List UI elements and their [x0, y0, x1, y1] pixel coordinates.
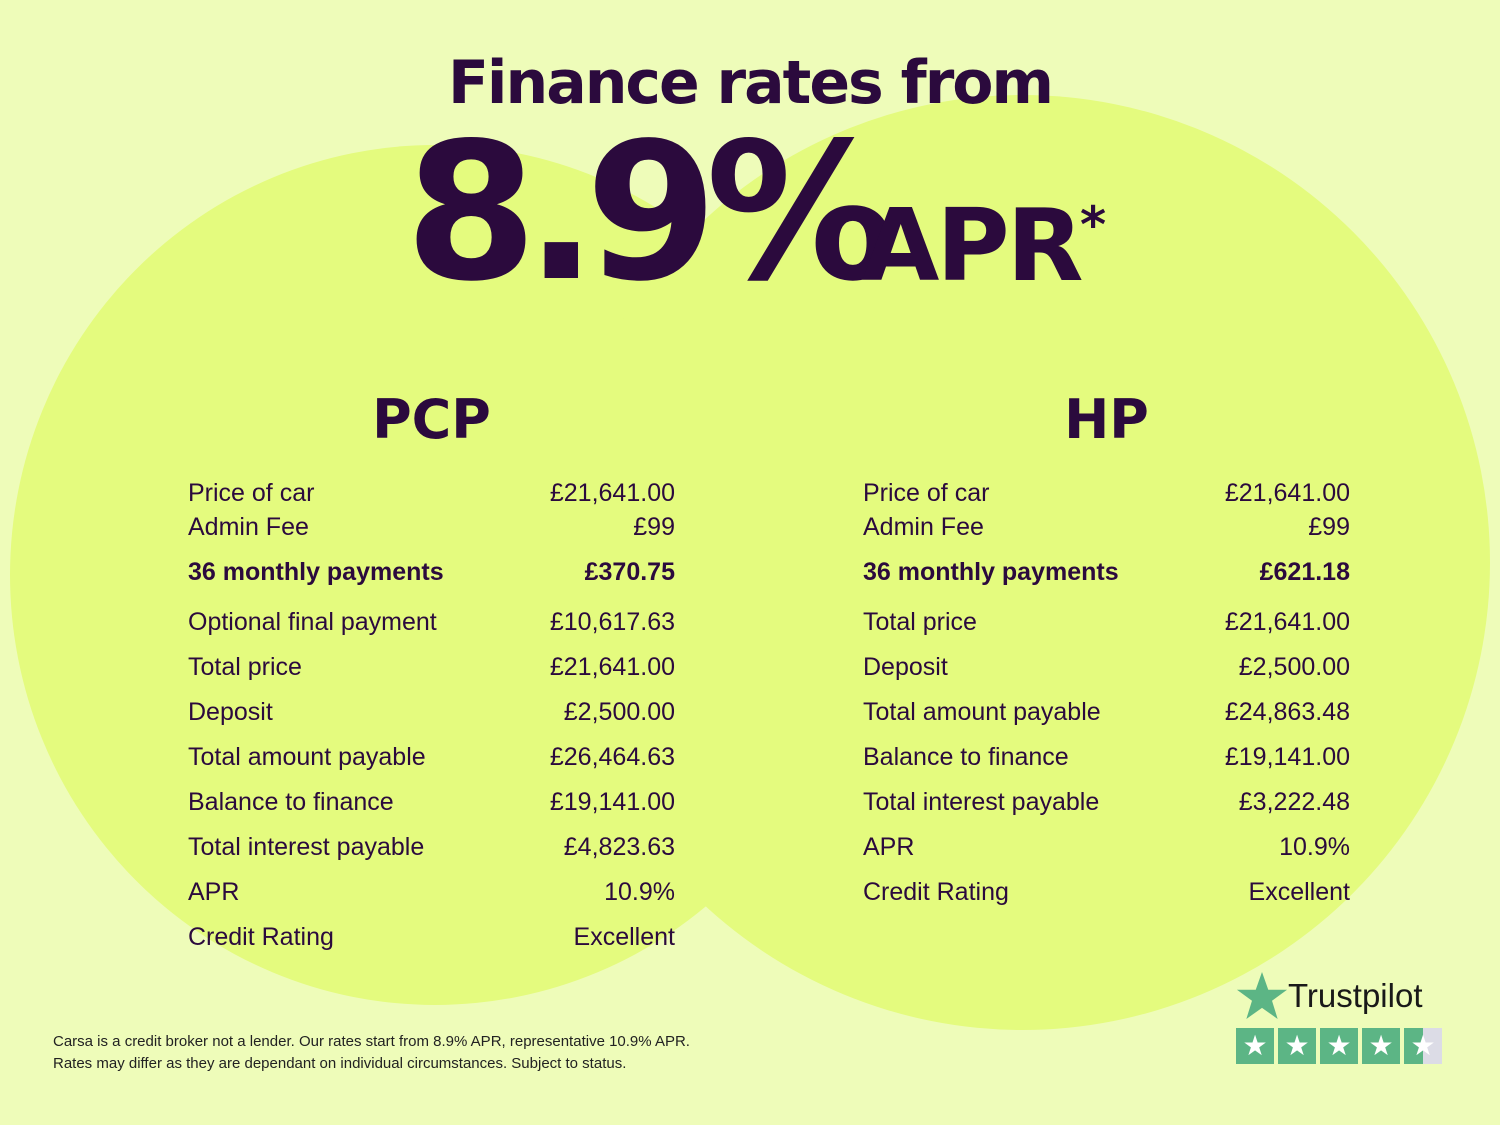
table-row: 36 monthly payments £370.75 — [188, 544, 675, 600]
row-value: £21,641.00 — [1224, 608, 1350, 636]
trustpilot-rating: ★ ★ ★ ★ ★ — [1236, 1028, 1442, 1064]
disclaimer-line-2: Rates may differ as they are dependant o… — [53, 1055, 627, 1072]
table-row: APR 10.9% — [188, 870, 675, 915]
rate-value: 8.9% — [405, 102, 896, 323]
star-icon — [1236, 972, 1288, 1019]
table-row: Admin Fee £99 — [188, 510, 675, 544]
apr-asterisk: * — [1080, 196, 1107, 254]
row-label: Total price — [863, 608, 977, 636]
row-value: £21,641.00 — [549, 653, 675, 681]
row-value: £2,500.00 — [1238, 653, 1350, 681]
table-row: Total interest payable £3,222.48 — [863, 780, 1350, 825]
table-row: Admin Fee £99 — [863, 510, 1350, 544]
table-row: Credit Rating Excellent — [863, 870, 1350, 915]
pcp-title: PCP — [372, 388, 491, 451]
row-label: Price of car — [863, 479, 990, 507]
row-label: APR — [863, 833, 915, 861]
row-label: Admin Fee — [863, 513, 984, 541]
row-label: Balance to finance — [863, 743, 1069, 771]
table-row: Total amount payable £26,464.63 — [188, 735, 675, 780]
table-row: APR 10.9% — [863, 825, 1350, 870]
row-label: Credit Rating — [863, 878, 1009, 906]
row-value: £2,500.00 — [563, 698, 675, 726]
hp-title: HP — [1064, 388, 1149, 451]
trustpilot-badge: Trustpilot ★ ★ ★ ★ ★ — [1236, 972, 1442, 1064]
disclaimer: Carsa is a credit broker not a lender. O… — [53, 1031, 690, 1075]
row-value: £3,222.48 — [1238, 788, 1350, 816]
row-label: APR — [188, 878, 240, 906]
headline: Finance rates from — [447, 48, 1054, 118]
row-label: Admin Fee — [188, 513, 309, 541]
star-icon: ★ — [1320, 1028, 1358, 1064]
table-row: Price of car £21,641.00 — [188, 476, 675, 510]
row-value: Excellent — [1248, 878, 1350, 906]
table-row: Credit Rating Excellent — [188, 915, 675, 960]
table-row: Balance to finance £19,141.00 — [188, 780, 675, 825]
pcp-table: PCP Price of car £21,641.00 Admin Fee £99 36… — [188, 390, 675, 960]
row-label: Price of car — [188, 479, 315, 507]
background-circle-right — [555, 95, 1490, 1030]
trustpilot-logo: Trustpilot — [1236, 972, 1442, 1020]
row-label: Deposit — [863, 653, 948, 681]
table-row: Total price £21,641.00 — [188, 645, 675, 690]
star-icon: ★ — [1362, 1028, 1400, 1064]
table-row: Total amount payable £24,863.48 — [863, 690, 1350, 735]
row-label: 36 monthly payments — [188, 558, 444, 586]
row-label: Total interest payable — [863, 788, 1100, 816]
star-icon: ★ — [1236, 1028, 1274, 1064]
row-value: £21,641.00 — [549, 479, 675, 507]
row-value: £4,823.63 — [563, 833, 675, 861]
row-value: £621.18 — [1259, 558, 1350, 586]
row-value: 10.9% — [1279, 833, 1350, 861]
row-value: £19,141.00 — [1224, 743, 1350, 771]
row-label: Balance to finance — [188, 788, 394, 816]
row-label: Credit Rating — [188, 923, 334, 951]
pcp-rows: Price of car £21,641.00 Admin Fee £99 36 mon… — [188, 476, 675, 960]
trustpilot-name: Trustpilot — [1288, 977, 1423, 1014]
table-row: 36 monthly payments £621.18 — [863, 544, 1350, 600]
row-label: 36 monthly payments — [863, 558, 1119, 586]
table-row: Balance to finance £19,141.00 — [863, 735, 1350, 780]
table-row: Total interest payable £4,823.63 — [188, 825, 675, 870]
row-label: Total amount payable — [188, 743, 426, 771]
row-value: £19,141.00 — [549, 788, 675, 816]
row-value: Excellent — [573, 923, 675, 951]
row-value: 10.9% — [604, 878, 675, 906]
star-icon: ★ — [1278, 1028, 1316, 1064]
row-label: Total price — [188, 653, 302, 681]
row-label: Total interest payable — [188, 833, 425, 861]
disclaimer-line-1: Carsa is a credit broker not a lender. O… — [53, 1033, 690, 1050]
table-row: Deposit £2,500.00 — [188, 690, 675, 735]
row-label: Deposit — [188, 698, 273, 726]
apr-label: APR — [862, 187, 1084, 304]
row-label: Total amount payable — [863, 698, 1101, 726]
hp-rows: Price of car £21,641.00 Admin Fee £99 36 mon… — [863, 476, 1350, 915]
table-row: Optional final payment £10,617.63 — [188, 600, 675, 645]
row-value: £24,863.48 — [1224, 698, 1350, 726]
row-value: £99 — [633, 513, 675, 541]
star-icon: ★ — [1404, 1028, 1442, 1064]
table-row: Deposit £2,500.00 — [863, 645, 1350, 690]
row-value: £99 — [1308, 513, 1350, 541]
row-value: £21,641.00 — [1224, 479, 1350, 507]
hp-table: HP Price of car £21,641.00 Admin Fee £99 36 … — [863, 390, 1350, 915]
row-value: £26,464.63 — [549, 743, 675, 771]
row-value: £370.75 — [584, 558, 675, 586]
row-label: Optional final payment — [188, 608, 437, 636]
row-value: £10,617.63 — [549, 608, 675, 636]
table-row: Total price £21,641.00 — [863, 600, 1350, 645]
table-row: Price of car £21,641.00 — [863, 476, 1350, 510]
